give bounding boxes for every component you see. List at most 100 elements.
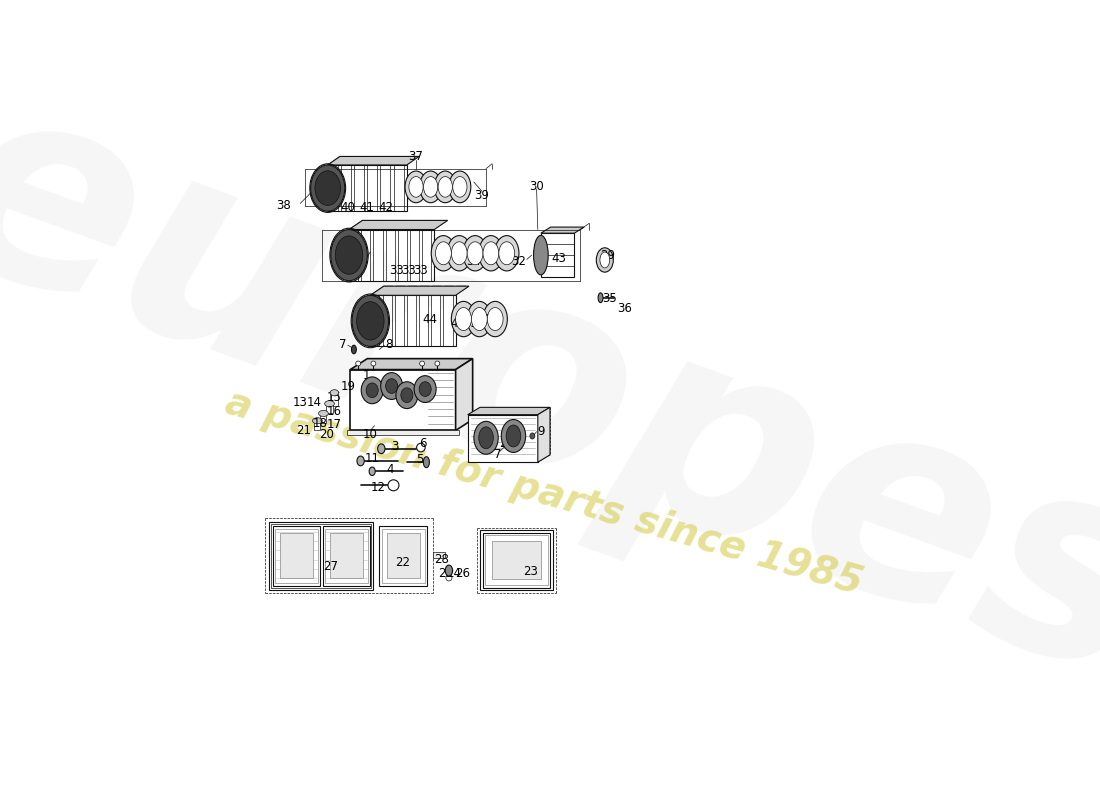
Ellipse shape bbox=[370, 467, 375, 475]
Polygon shape bbox=[349, 220, 372, 230]
Ellipse shape bbox=[468, 302, 492, 337]
Polygon shape bbox=[383, 286, 405, 295]
Polygon shape bbox=[407, 286, 429, 295]
Text: 33: 33 bbox=[389, 265, 404, 278]
Polygon shape bbox=[354, 157, 376, 165]
Ellipse shape bbox=[596, 248, 614, 272]
Text: 26: 26 bbox=[454, 566, 470, 579]
Text: 46: 46 bbox=[483, 313, 498, 326]
Polygon shape bbox=[350, 370, 455, 430]
Polygon shape bbox=[349, 220, 448, 230]
Ellipse shape bbox=[405, 171, 427, 202]
Text: 32: 32 bbox=[510, 254, 526, 268]
Polygon shape bbox=[327, 404, 332, 414]
Text: 17: 17 bbox=[327, 418, 341, 431]
Ellipse shape bbox=[324, 401, 334, 406]
Ellipse shape bbox=[446, 575, 452, 581]
Text: 30: 30 bbox=[529, 180, 544, 194]
Ellipse shape bbox=[400, 388, 412, 402]
Ellipse shape bbox=[451, 302, 475, 337]
Polygon shape bbox=[371, 286, 393, 295]
Text: 33: 33 bbox=[414, 265, 428, 278]
Text: 42: 42 bbox=[378, 201, 393, 214]
Polygon shape bbox=[443, 295, 452, 346]
Text: 28: 28 bbox=[434, 553, 449, 566]
Text: 14: 14 bbox=[306, 396, 321, 409]
Ellipse shape bbox=[483, 242, 498, 265]
Ellipse shape bbox=[356, 456, 364, 466]
Ellipse shape bbox=[355, 361, 361, 366]
Polygon shape bbox=[381, 157, 403, 165]
Ellipse shape bbox=[495, 236, 519, 271]
Ellipse shape bbox=[431, 236, 455, 271]
Polygon shape bbox=[348, 430, 459, 435]
Text: 36: 36 bbox=[617, 302, 631, 315]
Ellipse shape bbox=[446, 565, 452, 576]
Ellipse shape bbox=[424, 457, 429, 468]
Ellipse shape bbox=[336, 236, 363, 274]
Text: 45: 45 bbox=[463, 317, 478, 330]
Polygon shape bbox=[373, 230, 383, 281]
Text: 3: 3 bbox=[390, 440, 398, 453]
Text: 11: 11 bbox=[365, 452, 380, 465]
Polygon shape bbox=[328, 157, 350, 165]
Text: 15: 15 bbox=[327, 391, 342, 404]
Ellipse shape bbox=[420, 361, 425, 366]
Ellipse shape bbox=[472, 307, 487, 330]
Polygon shape bbox=[367, 157, 389, 165]
Polygon shape bbox=[443, 286, 466, 295]
Text: 35: 35 bbox=[603, 293, 617, 306]
Polygon shape bbox=[395, 286, 417, 295]
Ellipse shape bbox=[377, 444, 385, 454]
Ellipse shape bbox=[498, 242, 515, 265]
Text: 27: 27 bbox=[323, 561, 339, 574]
Polygon shape bbox=[386, 220, 408, 230]
Polygon shape bbox=[431, 286, 454, 295]
Polygon shape bbox=[341, 157, 363, 165]
Polygon shape bbox=[410, 220, 432, 230]
Ellipse shape bbox=[534, 235, 548, 275]
Text: 34: 34 bbox=[465, 254, 481, 268]
Ellipse shape bbox=[319, 410, 328, 417]
Polygon shape bbox=[407, 295, 416, 346]
Polygon shape bbox=[538, 407, 550, 462]
Ellipse shape bbox=[436, 242, 451, 265]
Polygon shape bbox=[433, 552, 446, 558]
Polygon shape bbox=[381, 165, 390, 211]
Text: 22: 22 bbox=[395, 556, 410, 569]
Text: 40: 40 bbox=[340, 201, 355, 214]
Ellipse shape bbox=[468, 242, 483, 265]
Ellipse shape bbox=[312, 418, 322, 424]
Ellipse shape bbox=[366, 383, 378, 398]
Polygon shape bbox=[371, 295, 380, 346]
Ellipse shape bbox=[463, 236, 487, 271]
Polygon shape bbox=[422, 220, 444, 230]
Text: 45: 45 bbox=[450, 317, 465, 330]
Ellipse shape bbox=[361, 377, 383, 404]
Polygon shape bbox=[379, 526, 427, 586]
Text: 21: 21 bbox=[296, 424, 311, 437]
Ellipse shape bbox=[409, 177, 424, 197]
Ellipse shape bbox=[371, 361, 376, 366]
Ellipse shape bbox=[315, 170, 341, 206]
Ellipse shape bbox=[455, 307, 472, 330]
Polygon shape bbox=[331, 394, 338, 406]
Polygon shape bbox=[322, 526, 371, 586]
Ellipse shape bbox=[483, 302, 507, 337]
Ellipse shape bbox=[447, 236, 472, 271]
Ellipse shape bbox=[451, 242, 468, 265]
Polygon shape bbox=[350, 358, 473, 370]
Polygon shape bbox=[273, 526, 320, 586]
Text: 38: 38 bbox=[276, 198, 290, 212]
Text: 1: 1 bbox=[362, 369, 370, 382]
Ellipse shape bbox=[487, 307, 503, 330]
Text: 20: 20 bbox=[319, 428, 334, 441]
Polygon shape bbox=[328, 165, 338, 211]
Polygon shape bbox=[492, 542, 541, 579]
Polygon shape bbox=[419, 286, 441, 295]
Polygon shape bbox=[361, 230, 371, 281]
Text: 16: 16 bbox=[327, 405, 342, 418]
Text: 41: 41 bbox=[360, 201, 375, 214]
Ellipse shape bbox=[506, 425, 520, 447]
Text: 13: 13 bbox=[293, 396, 308, 409]
